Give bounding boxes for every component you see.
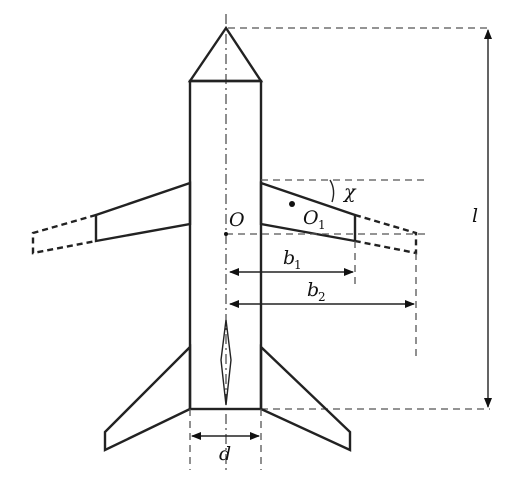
b2-subscript: 2 <box>318 290 326 304</box>
right-fin <box>259 344 352 452</box>
left-fin <box>103 344 192 452</box>
b1-subscript: 1 <box>294 258 302 272</box>
o1-subscript: 1 <box>318 218 326 232</box>
left-wing-extension <box>31 213 97 255</box>
b2-label: b <box>307 279 319 301</box>
body-tube <box>188 79 263 411</box>
center-fin <box>220 319 232 406</box>
b1-label: b <box>283 247 295 269</box>
sweep-angle-label: χ <box>342 181 357 203</box>
left-wing <box>94 181 192 243</box>
diameter-label: d <box>219 443 231 465</box>
origin-dot <box>224 232 228 236</box>
length-label: l <box>472 205 478 227</box>
origin-label: O <box>229 209 245 231</box>
sweep-angle-arc <box>329 179 335 203</box>
right-wing-extension <box>354 213 418 255</box>
o1-dot <box>289 201 295 207</box>
o1-label: O <box>303 207 319 229</box>
